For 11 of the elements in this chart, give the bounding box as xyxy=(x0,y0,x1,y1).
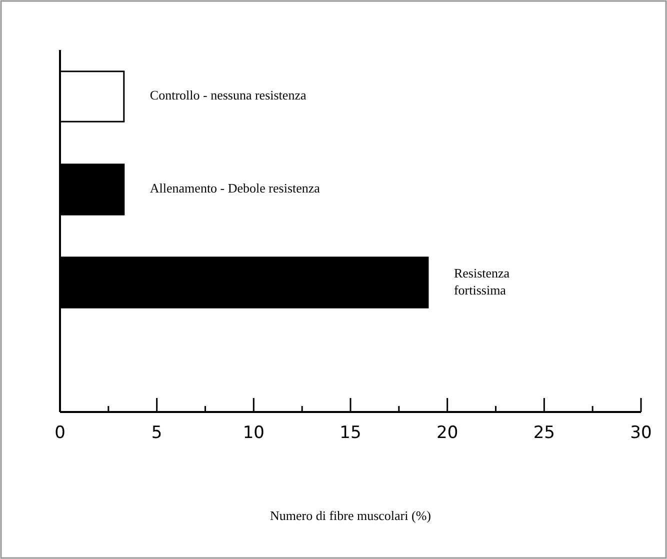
y-tick-label: Controllo - nessuna resistenza xyxy=(150,87,306,102)
x-tick-label: 15 xyxy=(340,423,362,443)
x-tick-label: 0 xyxy=(54,423,66,443)
x-tick-label: 10 xyxy=(242,423,264,443)
x-tick-label: 25 xyxy=(533,423,555,443)
x-tick-label: 5 xyxy=(151,423,162,443)
y-tick-label: Allenamento - Debole resistenza xyxy=(150,180,320,196)
x-axis-title: Numero di fibre muscolari (%) xyxy=(270,508,432,523)
x-tick-label: 30 xyxy=(630,423,652,443)
y-tick-label: Resistenza fortissima xyxy=(454,265,510,298)
x-tick-label: 20 xyxy=(436,423,458,443)
